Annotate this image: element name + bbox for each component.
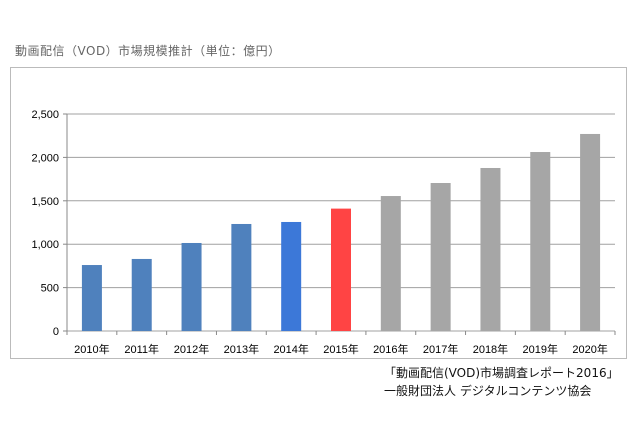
bar: [530, 152, 551, 331]
bar: [331, 208, 351, 331]
bar: [580, 133, 601, 331]
y-tick-label: 2,500: [31, 109, 59, 121]
x-tick-label: 2013年: [224, 342, 259, 356]
bar: [231, 223, 252, 331]
y-tick-label: 1,000: [31, 239, 59, 251]
x-tick-label: 2019年: [523, 342, 558, 356]
bar: [281, 221, 302, 331]
bar: [430, 183, 451, 331]
bar: [480, 167, 501, 331]
x-tick-label: 2010年: [74, 342, 109, 356]
x-tick-label: 2011年: [124, 342, 159, 356]
x-tick-label: 2020年: [572, 342, 607, 356]
x-tick-label: 2015年: [323, 342, 358, 356]
bar: [81, 265, 102, 331]
x-tick-label: 2016年: [373, 342, 408, 356]
bar: [181, 242, 202, 331]
x-tick-label: 2012年: [174, 342, 209, 356]
chart-frame: [10, 67, 627, 359]
y-tick-label: 0: [53, 326, 59, 338]
y-tick-label: 500: [41, 283, 59, 295]
chart-title: 動画配信（VOD）市場規模推計（単位：億円）: [15, 44, 281, 58]
source-report: 「動画配信(VOD)市場調査レポート2016」: [384, 366, 619, 380]
y-tick-label: 2,000: [31, 152, 59, 164]
x-tick-label: 2014年: [273, 342, 308, 356]
x-tick-label: 2017年: [423, 342, 458, 356]
y-tick-label: 1,500: [31, 196, 59, 208]
source-organization: 一般財団法人 デジタルコンテンツ協会: [384, 384, 592, 398]
bar: [131, 258, 152, 331]
x-tick-label: 2018年: [473, 342, 508, 356]
bar: [380, 196, 401, 331]
